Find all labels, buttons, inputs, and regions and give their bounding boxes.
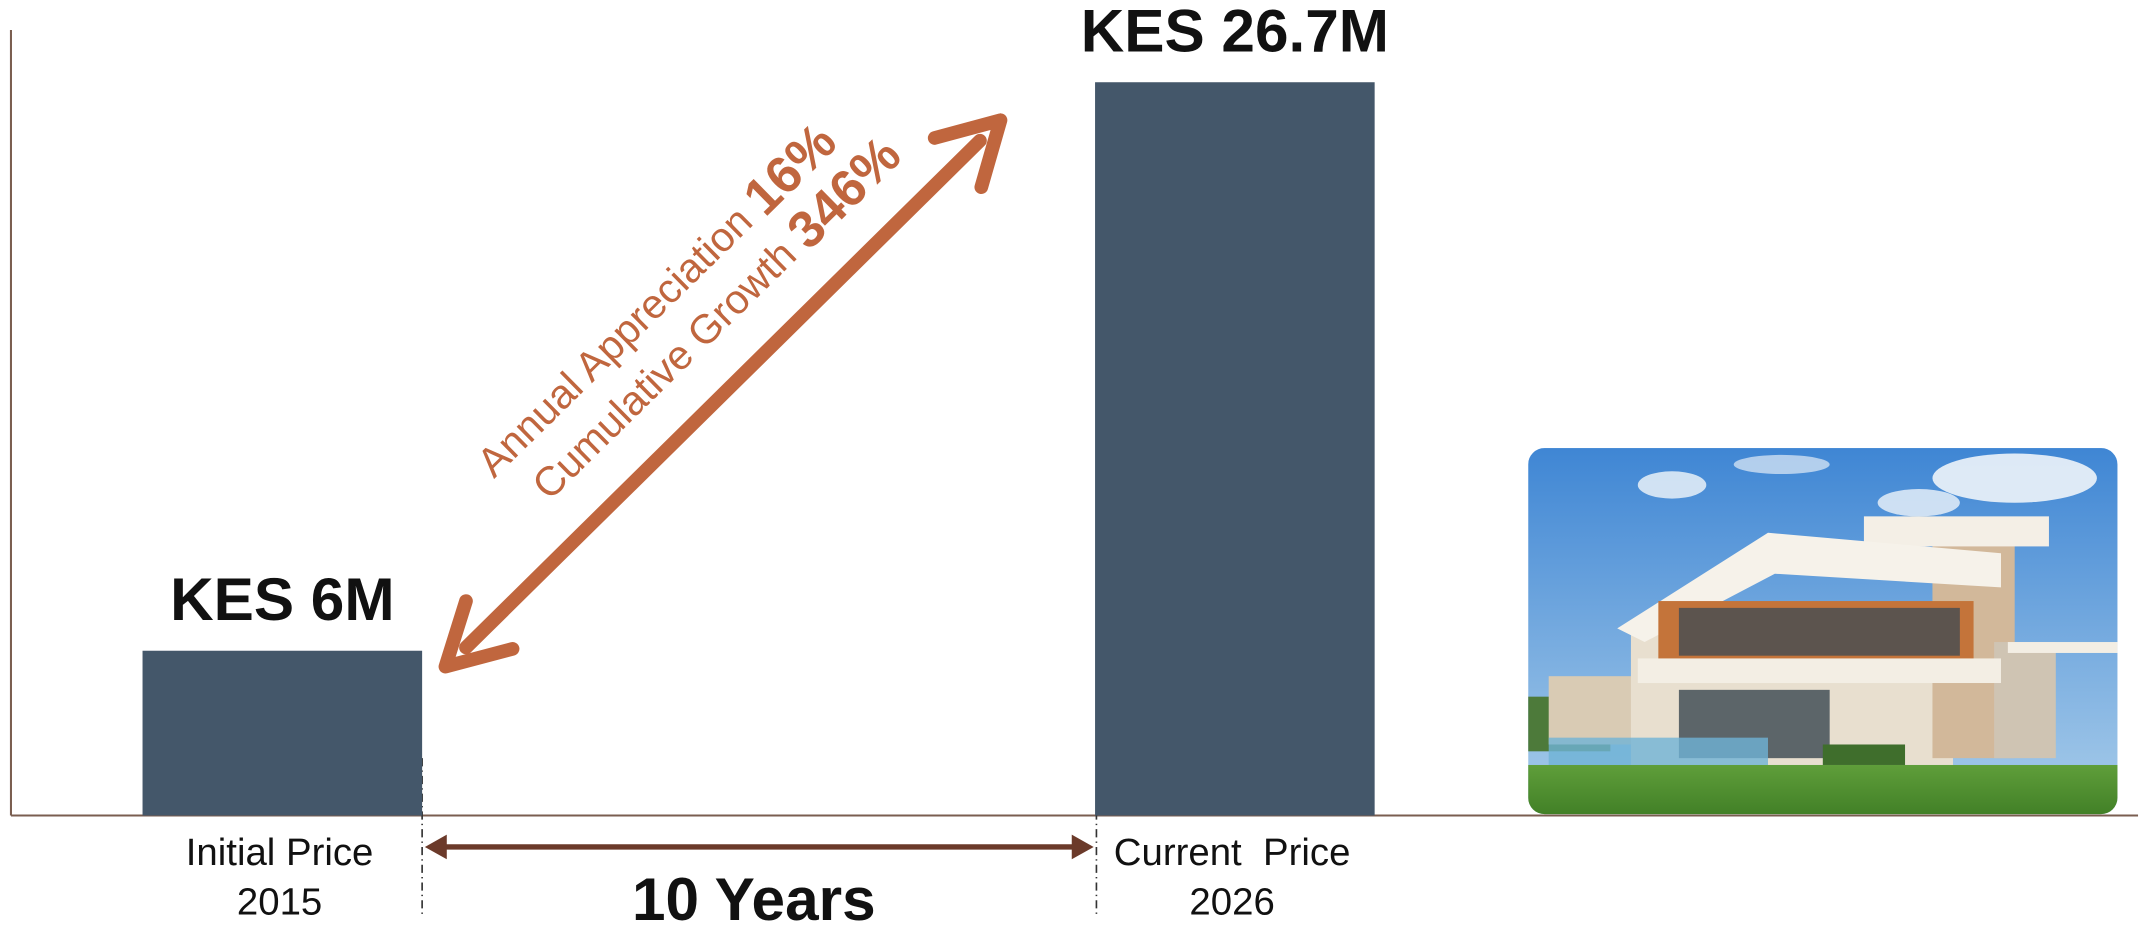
x-tick-sublabel: 2026 [1189,880,1274,923]
period-arrow [424,834,1094,860]
x-tick-label: Current Price [1114,831,1351,874]
period-label: 10 Years [632,866,876,933]
x-tick-sublabel: 2015 [237,880,322,923]
arrow-label-group: Annual Appreciation 16% Cumulative Growt… [464,112,912,512]
bar [142,650,423,816]
growth-arrow [438,113,1008,674]
bar [1095,82,1375,816]
x-tick-label: Initial Price [186,831,374,874]
arrow-label: Cumulative Growth 346% [519,126,912,512]
value-label: KES 6M [170,566,394,633]
value-label: KES 26.7M [1081,0,1389,65]
house-photo [1528,448,2118,815]
arrow-label: Annual Appreciation 16% [464,112,848,489]
